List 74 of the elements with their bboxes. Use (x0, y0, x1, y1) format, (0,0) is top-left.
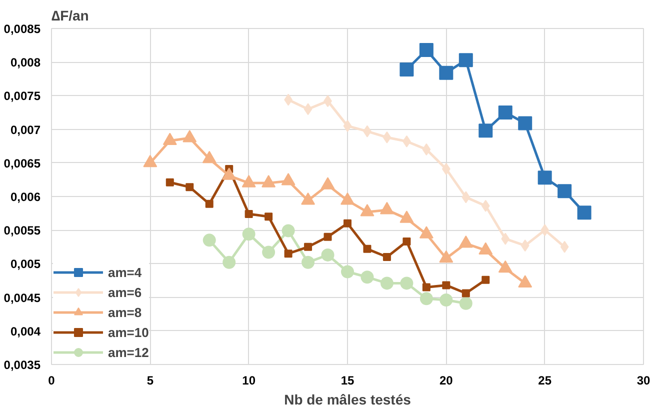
y-tick-label: 0,0065 (4, 156, 41, 170)
point (344, 219, 352, 228)
point (380, 276, 394, 290)
point (382, 131, 392, 144)
y-tick-label: 0,006 (10, 190, 41, 204)
point (459, 296, 472, 310)
y-tick-label: 0,004 (10, 324, 41, 338)
point (264, 212, 273, 221)
point (222, 256, 236, 269)
x-tick-label: 30 (636, 374, 650, 388)
point (420, 292, 433, 306)
x-axis-title: Nb de mâles testés (284, 392, 412, 408)
point (202, 234, 216, 247)
point (402, 238, 411, 246)
legend-label: am=4 (108, 264, 142, 280)
legend-label: am=12 (108, 344, 149, 360)
point (501, 232, 510, 245)
point (520, 240, 530, 252)
x-tick-label: 10 (242, 374, 256, 388)
point (244, 210, 253, 218)
point (518, 116, 532, 130)
y-tick-label: 0,0085 (4, 22, 41, 36)
point (458, 53, 473, 68)
point (242, 228, 256, 241)
point (400, 62, 414, 76)
y-tick-label: 0,0055 (4, 224, 41, 238)
point (343, 120, 352, 132)
point (538, 170, 552, 185)
point (341, 265, 354, 278)
point (577, 206, 592, 220)
point (205, 200, 214, 208)
point (498, 106, 512, 120)
point (422, 143, 431, 156)
point (419, 43, 434, 58)
point (282, 224, 295, 238)
point (324, 232, 332, 241)
point (422, 283, 430, 292)
point (481, 200, 490, 212)
y-tick-label: 0,008 (10, 56, 41, 70)
point (439, 66, 454, 80)
x-tick-label: 5 (146, 374, 154, 388)
point (482, 276, 490, 284)
y-tick-label: 0,005 (10, 257, 41, 272)
y-axis-title: ∆F/an (52, 8, 89, 24)
legend-label: am=6 (108, 284, 142, 300)
point (478, 124, 493, 138)
point (363, 244, 372, 253)
point (304, 103, 312, 116)
x-tick-label: 25 (538, 374, 552, 388)
legend-label: am=8 (108, 304, 142, 320)
point (166, 178, 174, 186)
point (462, 289, 470, 298)
x-tick-label: 15 (340, 374, 354, 388)
point (186, 183, 194, 192)
point (304, 242, 312, 251)
y-tick-label: 0,0075 (4, 89, 41, 104)
point (262, 246, 276, 259)
y-tick-label: 0,0035 (4, 358, 41, 372)
y-tick-label: 0,007 (10, 122, 41, 137)
point (558, 184, 572, 198)
point (284, 250, 292, 258)
point (302, 256, 315, 269)
x-tick-label: 20 (439, 374, 454, 388)
point (321, 248, 334, 262)
point (442, 281, 450, 290)
y-tick-label: 0,0045 (4, 290, 41, 305)
x-tick-label: 0 (48, 374, 56, 388)
legend-label: am=10 (108, 324, 149, 340)
point (360, 270, 374, 284)
point (560, 240, 569, 253)
point (462, 191, 470, 204)
point (382, 252, 391, 261)
point (440, 294, 453, 306)
point (400, 276, 414, 290)
